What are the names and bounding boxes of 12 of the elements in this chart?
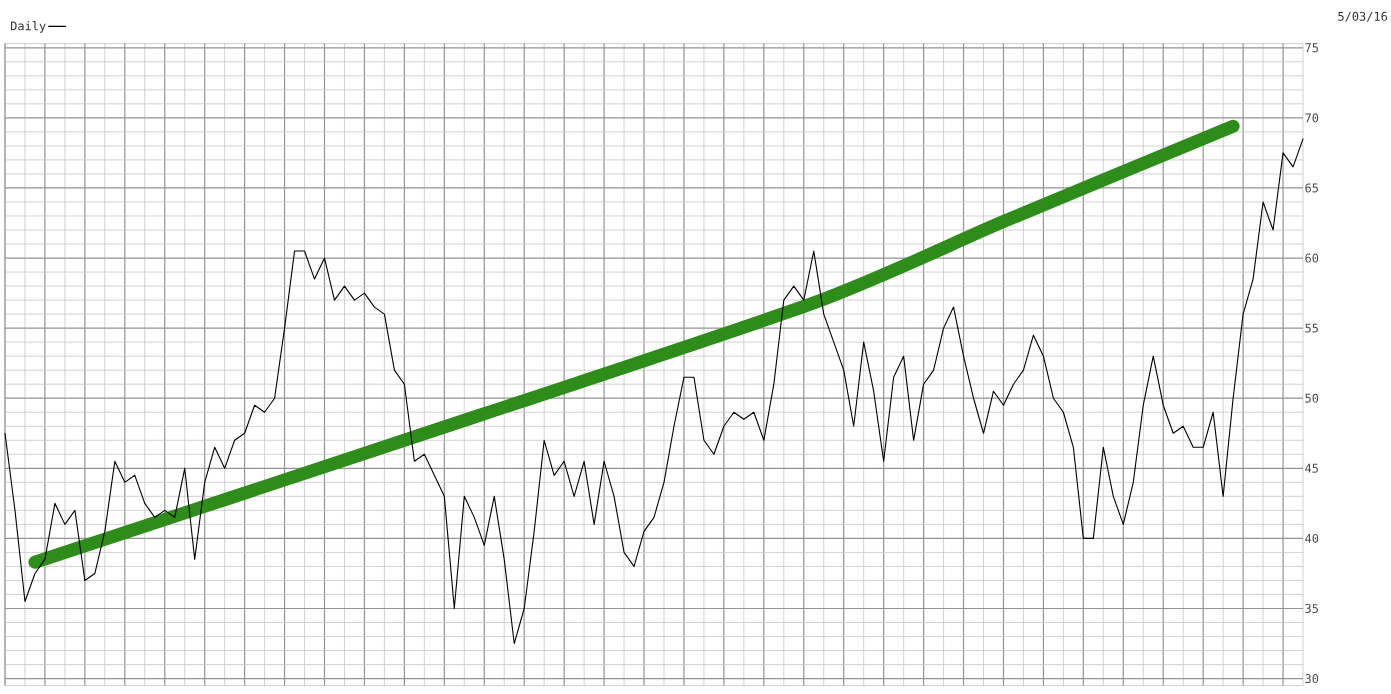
y-tick-label: 70 xyxy=(1305,113,1319,123)
y-tick-label: 55 xyxy=(1305,323,1318,333)
y-tick-label: 35 xyxy=(1305,603,1318,614)
y-tick-label: 75 xyxy=(1305,43,1318,53)
text: 5/03/16 xyxy=(1338,11,1388,22)
y-tick-label: 40 xyxy=(1305,533,1319,543)
y-tick-label: 30 xyxy=(1305,674,1319,684)
y-tick-label: 60 xyxy=(1305,253,1319,263)
y-tick-label: 45 xyxy=(1305,463,1318,473)
y-tick-label: 50 xyxy=(1305,393,1319,403)
y-tick-label: 65 xyxy=(1305,183,1318,193)
legend-label: Daily xyxy=(10,21,46,33)
